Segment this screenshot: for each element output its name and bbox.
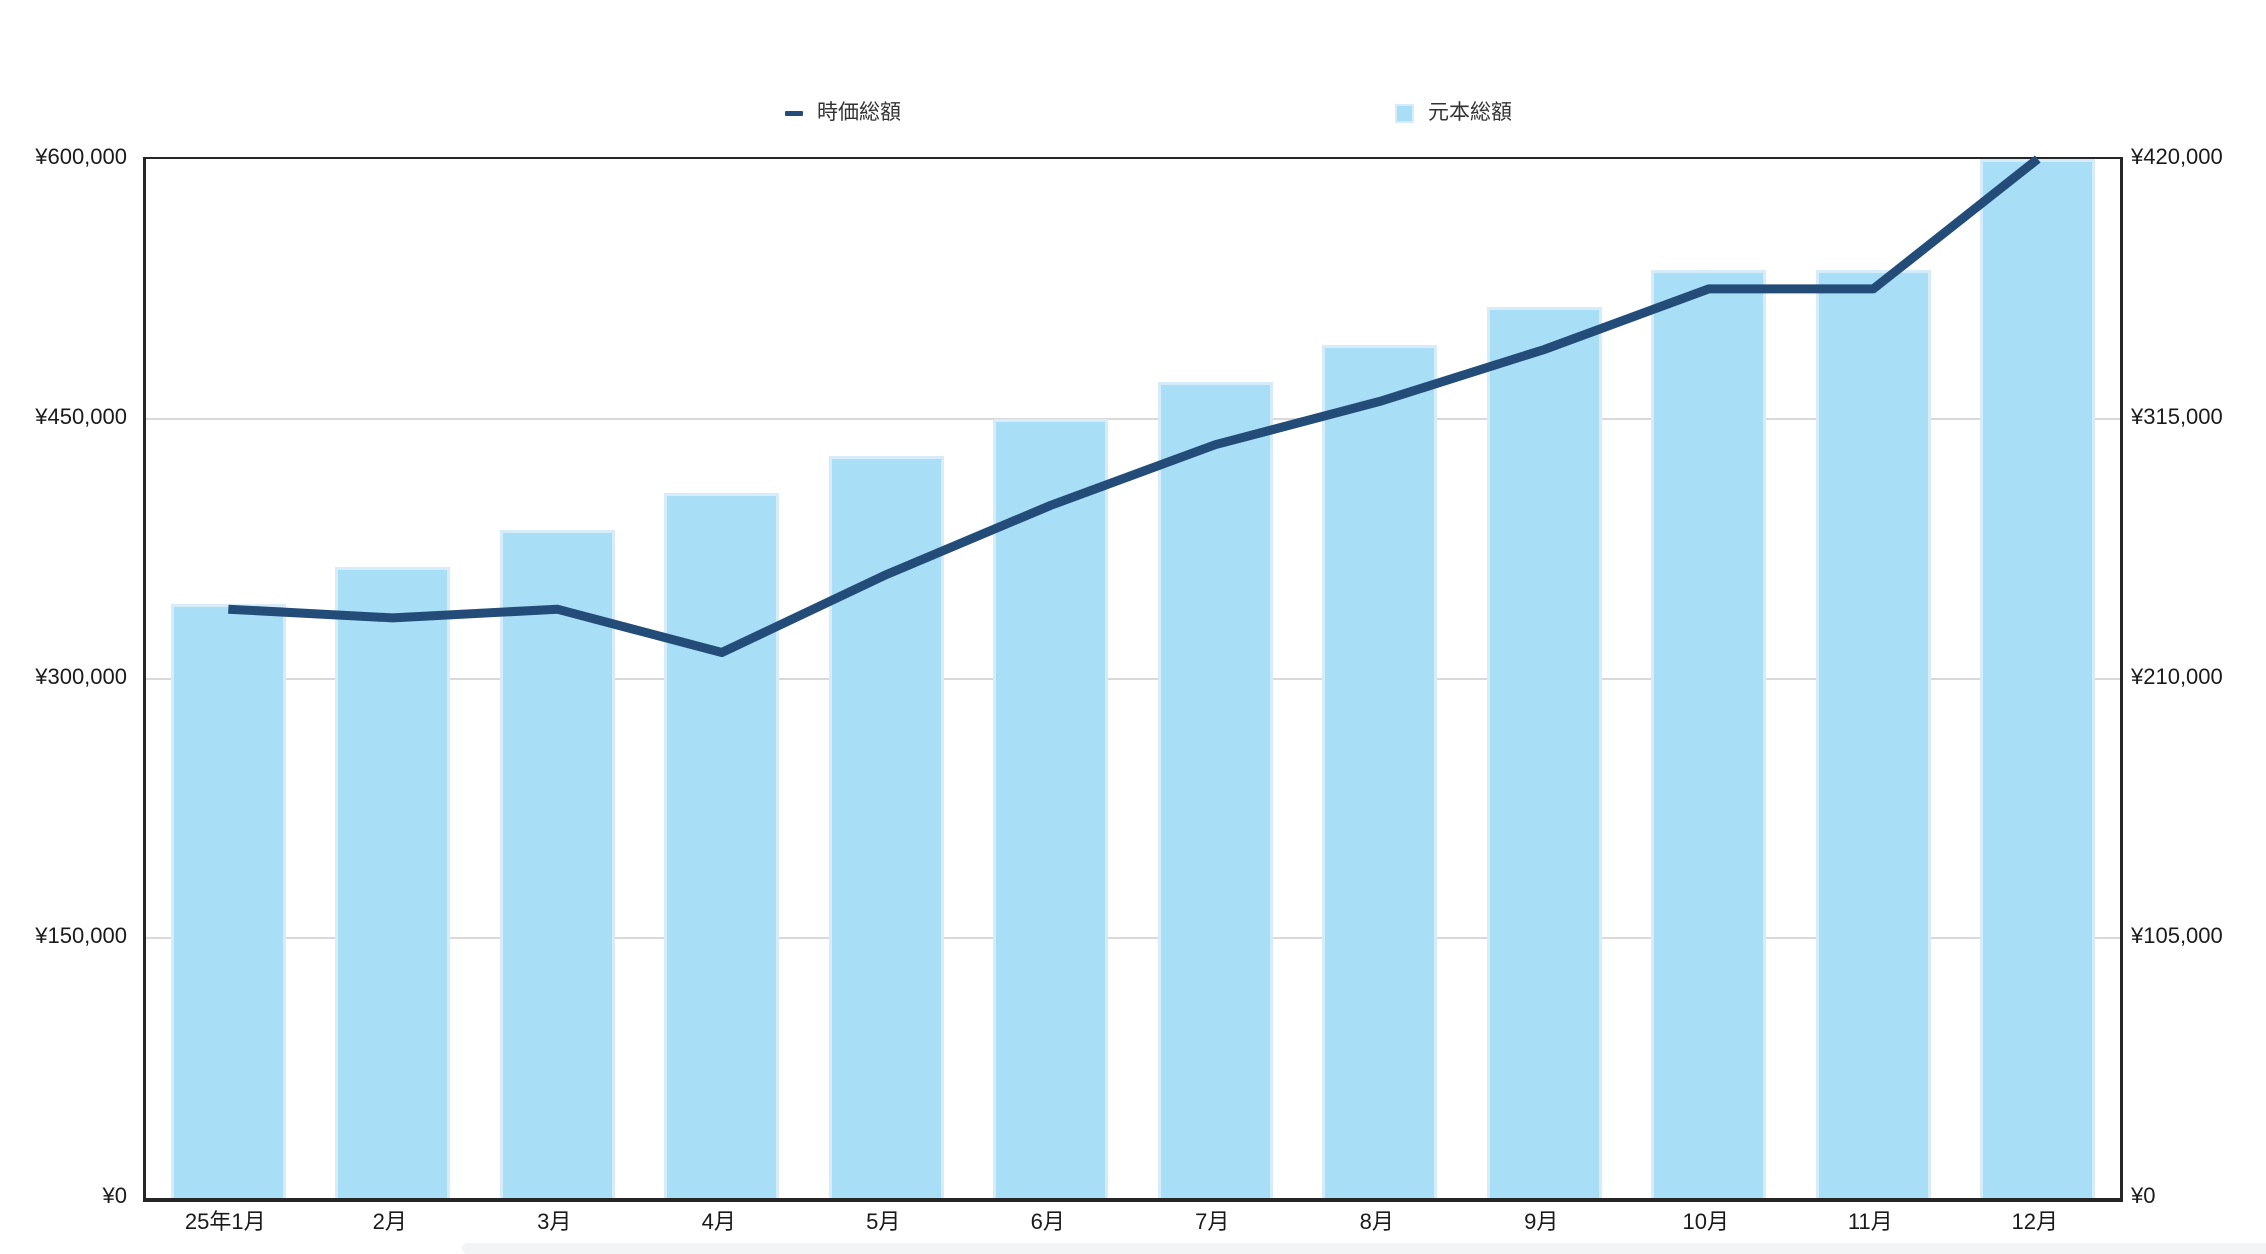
x-axis-tick-label: 10月 bbox=[1682, 1209, 1729, 1234]
principal-bar-7月 bbox=[1157, 382, 1273, 1198]
legend-item-principal[interactable]: 元本総額 bbox=[1395, 100, 1512, 126]
x-axis-tick-label: 8月 bbox=[1359, 1209, 1394, 1234]
legend-label: 元本総額 bbox=[1428, 101, 1512, 124]
x-axis-tick-label: 4月 bbox=[701, 1209, 736, 1234]
principal-bar-3月 bbox=[499, 530, 615, 1198]
x-axis-tick-label: 3月 bbox=[537, 1209, 572, 1234]
left-axis-tick-label: ¥150,000 bbox=[35, 923, 127, 949]
principal-bar-25年1月 bbox=[170, 604, 286, 1198]
principal-bar-2月 bbox=[335, 567, 451, 1198]
left-axis-tick-label: ¥0 bbox=[102, 1183, 127, 1208]
right-axis-tick-label: ¥315,000 bbox=[2131, 403, 2223, 429]
x-axis-tick-label: 25年1月 bbox=[184, 1209, 266, 1234]
gridline bbox=[146, 417, 2120, 420]
left-axis-tick-label: ¥450,000 bbox=[35, 403, 127, 429]
legend-item-market-value[interactable]: 時価総額 bbox=[785, 100, 901, 126]
right-axis-tick-label: ¥0 bbox=[2131, 1183, 2156, 1208]
principal-bar-11月 bbox=[1815, 270, 1931, 1198]
line-legend-marker-icon bbox=[785, 110, 803, 116]
principal-bar-6月 bbox=[993, 419, 1109, 1198]
square-legend-marker-icon bbox=[1395, 103, 1414, 123]
legend-label: 時価総額 bbox=[817, 101, 901, 124]
x-axis-tick-label: 7月 bbox=[1195, 1209, 1230, 1234]
line-series bbox=[228, 155, 2041, 657]
x-axis-tick-label: 12月 bbox=[2011, 1209, 2058, 1234]
principal-bar-10月 bbox=[1651, 270, 1767, 1198]
principal-bar-5月 bbox=[828, 456, 944, 1198]
x-axis-tick-label: 5月 bbox=[866, 1209, 901, 1234]
right-axis-tick-label: ¥210,000 bbox=[2131, 663, 2223, 689]
principal-bar-12月 bbox=[1980, 159, 2096, 1198]
market-value-line bbox=[228, 155, 2041, 657]
principal-bar-9月 bbox=[1486, 307, 1602, 1198]
x-axis-tick-label: 11月 bbox=[1847, 1209, 1893, 1234]
gridline bbox=[146, 677, 2120, 680]
plot-area bbox=[143, 155, 2123, 1202]
footer-scroll-band bbox=[462, 1243, 2266, 1254]
principal-bar-4月 bbox=[664, 493, 780, 1198]
x-axis-tick-label: 2月 bbox=[372, 1209, 407, 1234]
x-axis-tick-label: 9月 bbox=[1524, 1209, 1559, 1234]
left-axis-tick-label: ¥300,000 bbox=[35, 663, 127, 689]
principal-bar-8月 bbox=[1322, 345, 1438, 1198]
right-axis-tick-label: ¥420,000 bbox=[2131, 144, 2223, 169]
gridline bbox=[146, 937, 2120, 940]
x-axis-tick-label: 6月 bbox=[1030, 1209, 1065, 1234]
right-axis-tick-label: ¥105,000 bbox=[2131, 923, 2223, 949]
left-axis-tick-label: ¥600,000 bbox=[35, 144, 127, 169]
